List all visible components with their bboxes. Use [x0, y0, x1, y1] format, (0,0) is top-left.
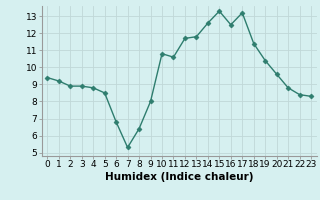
X-axis label: Humidex (Indice chaleur): Humidex (Indice chaleur) — [105, 172, 253, 182]
